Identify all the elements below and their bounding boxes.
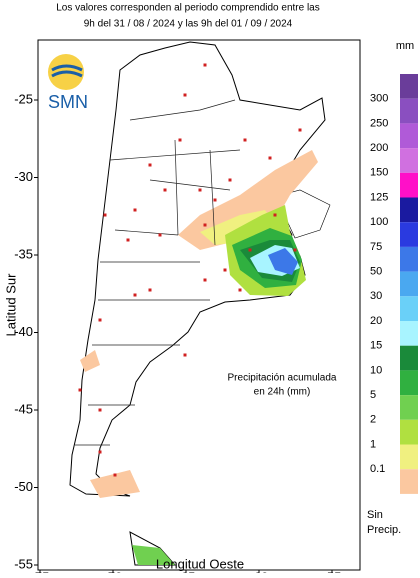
station <box>158 233 162 237</box>
station <box>133 293 137 297</box>
legend-swatch <box>400 172 418 198</box>
station <box>98 318 102 322</box>
legend-no-precip: Precip. <box>367 524 401 536</box>
legend-label: 20 <box>370 315 382 327</box>
y-tick-label: -55 <box>14 556 33 571</box>
legend-swatch <box>400 271 418 297</box>
logo-text: SMN <box>48 92 88 112</box>
stations <box>78 63 302 477</box>
station <box>98 408 102 412</box>
legend-label: 10 <box>370 364 382 376</box>
legend-no-precip: Sin <box>367 509 383 521</box>
station <box>298 128 302 132</box>
station <box>203 223 207 227</box>
y-axis-label: Latitud Sur <box>3 273 18 337</box>
x-tick-label: -60 <box>250 569 269 573</box>
x-axis-label: Longitud Oeste <box>156 556 244 571</box>
station <box>178 138 182 142</box>
header-line: 9h del 31 / 08 / 2024 y las 9h del 01 / … <box>84 19 293 30</box>
station <box>198 188 202 192</box>
station <box>103 213 107 217</box>
station <box>203 63 207 67</box>
legend-swatch <box>400 321 418 346</box>
legend-label: 150 <box>370 167 388 179</box>
legend-swatch <box>400 222 418 247</box>
y-tick-label: -35 <box>14 246 33 261</box>
legend-swatch <box>400 246 418 272</box>
x-tick-label: -65 <box>177 569 196 573</box>
legend-swatch <box>400 419 418 445</box>
legend-swatch <box>400 74 418 99</box>
legend-label: 2 <box>370 414 376 426</box>
x-tick-label: -75 <box>31 569 50 573</box>
station <box>268 156 272 160</box>
station <box>78 388 82 392</box>
legend-label: 50 <box>370 266 382 278</box>
logo: SMN <box>48 54 88 112</box>
station <box>223 268 227 272</box>
y-tick-label: -45 <box>14 401 33 416</box>
legend-label: 30 <box>370 290 382 302</box>
map-land <box>69 41 331 566</box>
station <box>113 473 117 477</box>
station <box>238 288 242 292</box>
station <box>133 208 137 212</box>
annotation: en 24h (mm) <box>254 387 311 398</box>
legend-label: 75 <box>370 241 382 253</box>
station <box>148 163 152 167</box>
station <box>163 188 167 192</box>
y-tick-label: -25 <box>14 91 33 106</box>
y-tick-label: -30 <box>14 169 33 184</box>
legend-label: 250 <box>370 117 388 129</box>
y-tick-label: -50 <box>14 479 33 494</box>
y-tick-label: -40 <box>14 324 33 339</box>
legend-label: 200 <box>370 142 388 154</box>
station <box>228 178 232 182</box>
legend-label: 100 <box>370 216 388 228</box>
station <box>126 238 130 242</box>
station <box>243 138 247 142</box>
legend-swatch <box>400 469 418 494</box>
header: Los valores corresponden al periodo comp… <box>56 3 320 30</box>
legend-label: 0.1 <box>370 463 385 475</box>
station <box>98 450 102 454</box>
station <box>293 248 297 252</box>
legend-swatch <box>400 148 418 173</box>
station <box>213 198 217 202</box>
legend-label: 15 <box>370 340 382 352</box>
x-tick-label: -55 <box>323 569 342 573</box>
x-tick-label: -70 <box>104 569 123 573</box>
legend-swatch <box>400 395 418 420</box>
legend-label: 1 <box>370 438 376 450</box>
legend-swatch <box>400 345 418 371</box>
legend-swatch <box>400 296 418 321</box>
station <box>248 248 252 252</box>
station <box>273 213 277 217</box>
station <box>148 288 152 292</box>
legend-swatch <box>400 370 418 396</box>
legend-label: 300 <box>370 93 388 105</box>
station <box>203 278 207 282</box>
header-line: Los valores corresponden al periodo comp… <box>56 3 320 14</box>
legend-swatch <box>400 197 418 223</box>
legend-unit: mm <box>396 40 414 52</box>
station <box>183 93 187 97</box>
station <box>183 353 187 357</box>
legend-swatch <box>400 98 418 124</box>
annotation: Precipitación acumulada <box>228 373 337 384</box>
legend-swatch <box>400 444 418 470</box>
legend-label: 5 <box>370 389 376 401</box>
legend-swatch <box>400 123 418 149</box>
legend-label: 125 <box>370 191 388 203</box>
